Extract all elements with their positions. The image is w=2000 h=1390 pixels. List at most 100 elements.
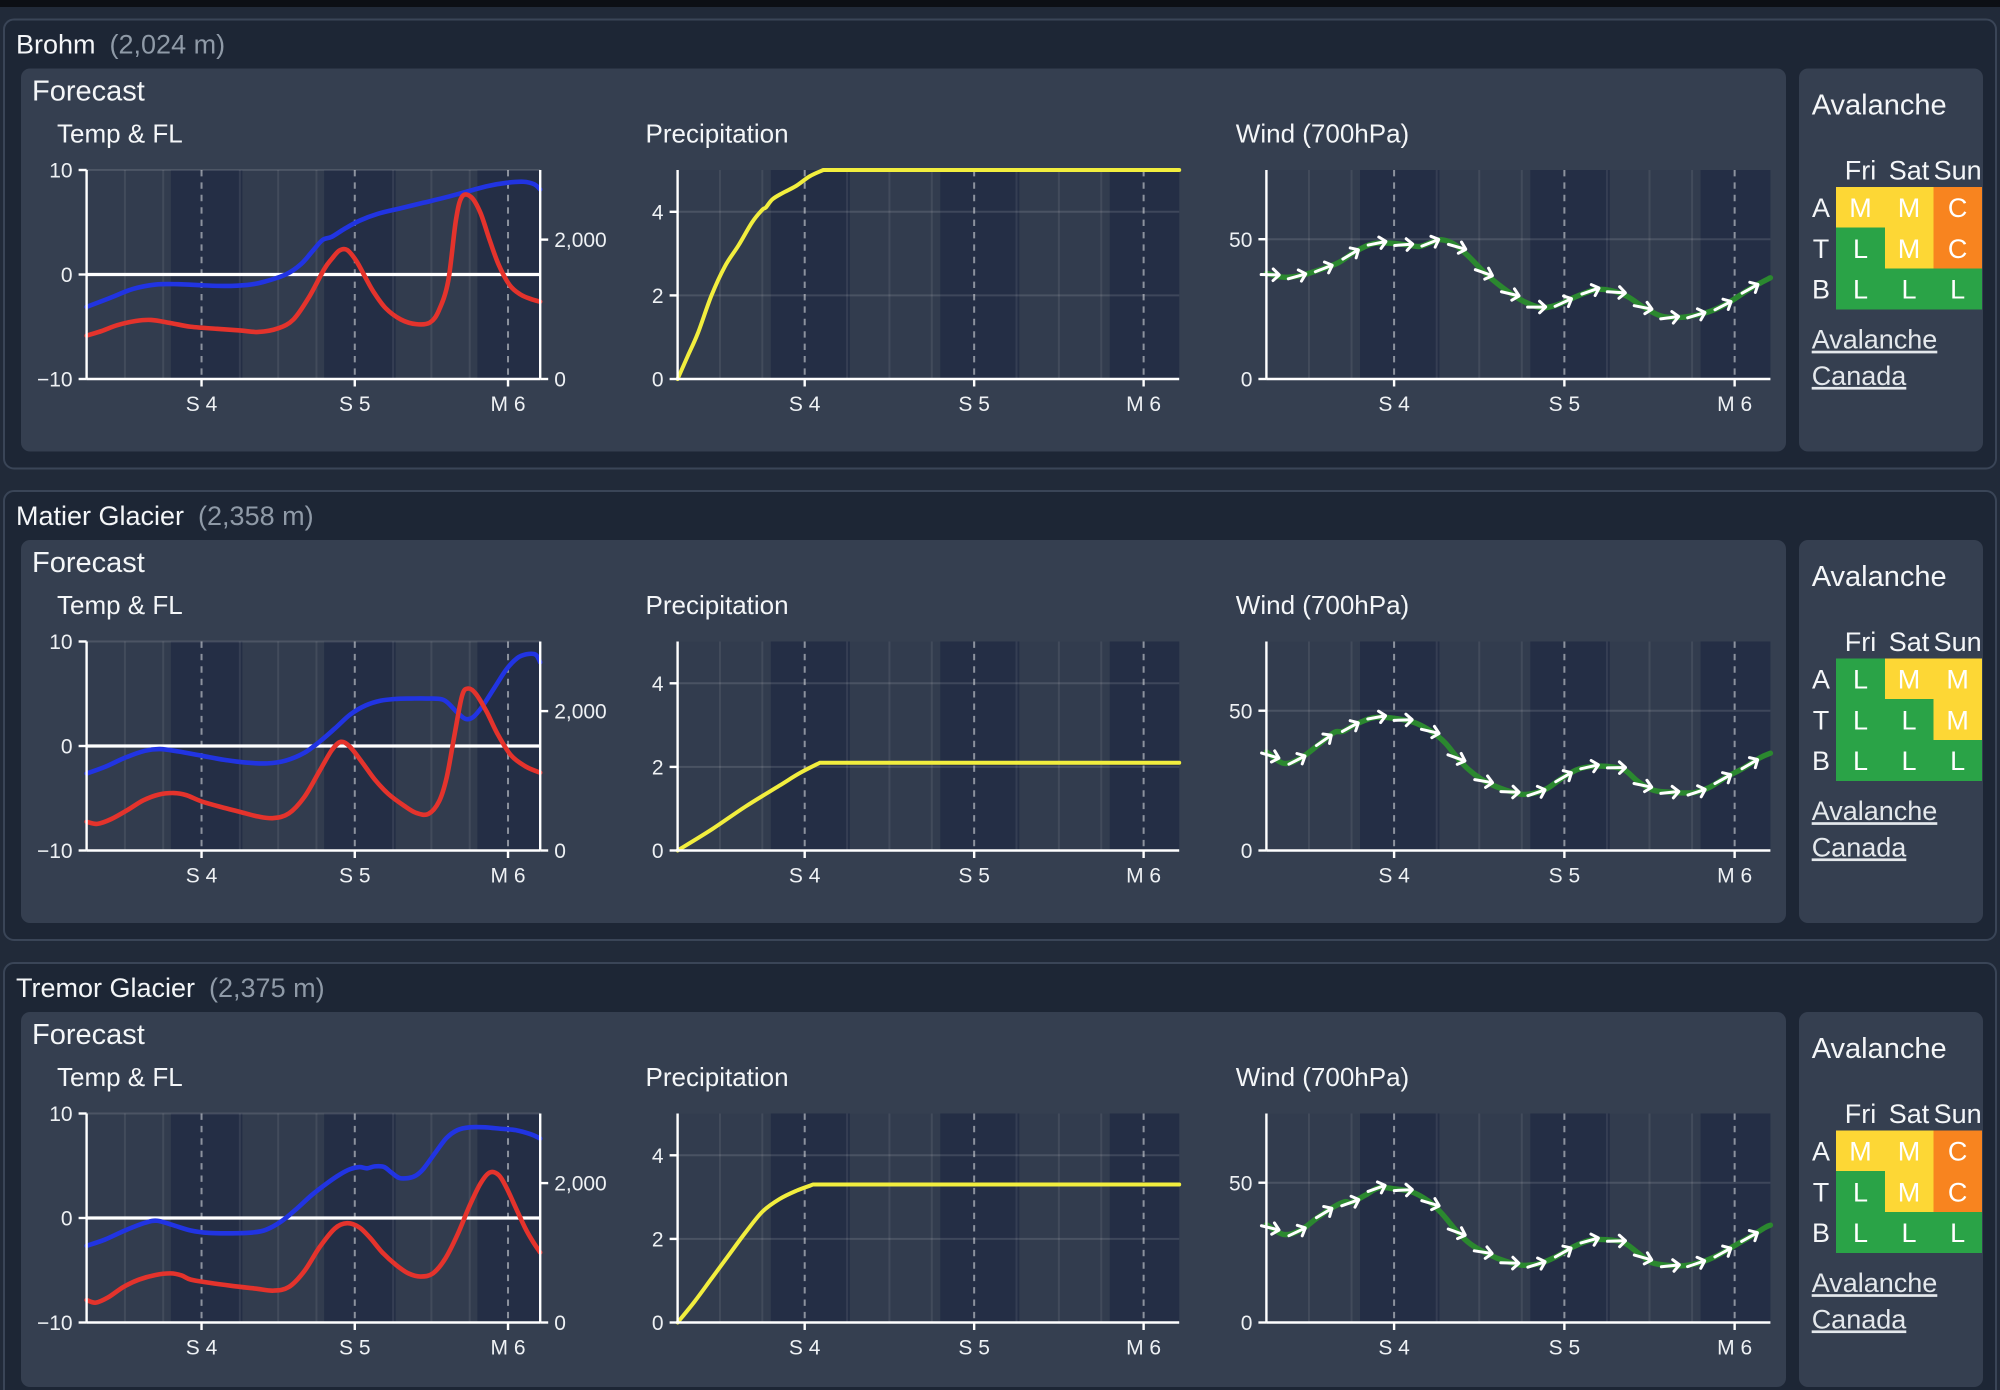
svg-text:0: 0 bbox=[652, 840, 664, 863]
svg-text:0: 0 bbox=[554, 1312, 566, 1335]
svg-text:Avalanche: Avalanche bbox=[1812, 325, 1938, 355]
svg-text:0: 0 bbox=[554, 369, 566, 392]
svg-text:B: B bbox=[1812, 746, 1830, 776]
svg-text:10: 10 bbox=[49, 1103, 72, 1126]
svg-text:50: 50 bbox=[1229, 700, 1252, 723]
svg-text:0: 0 bbox=[554, 840, 566, 863]
svg-text:Sun: Sun bbox=[1934, 155, 1982, 185]
svg-text:M 6: M 6 bbox=[1717, 1337, 1752, 1360]
svg-text:2,000: 2,000 bbox=[554, 1173, 607, 1196]
svg-text:2: 2 bbox=[652, 285, 664, 308]
svg-text:Canada: Canada bbox=[1812, 832, 1908, 862]
svg-text:S 4: S 4 bbox=[186, 393, 218, 416]
svg-text:M: M bbox=[1898, 193, 1921, 223]
svg-text:Fri: Fri bbox=[1845, 1099, 1876, 1129]
svg-text:S 5: S 5 bbox=[958, 865, 990, 888]
svg-text:S 4: S 4 bbox=[186, 1337, 218, 1360]
svg-text:0: 0 bbox=[61, 736, 73, 759]
svg-text:0: 0 bbox=[1241, 1312, 1253, 1335]
svg-text:M 6: M 6 bbox=[1717, 393, 1752, 416]
svg-text:M 6: M 6 bbox=[1717, 865, 1752, 888]
svg-text:4: 4 bbox=[652, 1145, 664, 1168]
svg-text:M 6: M 6 bbox=[1126, 865, 1161, 888]
svg-text:−10: −10 bbox=[37, 1312, 73, 1335]
svg-text:0: 0 bbox=[1241, 840, 1253, 863]
svg-text:Wind (700hPa): Wind (700hPa) bbox=[1236, 590, 1409, 620]
svg-text:Sat: Sat bbox=[1889, 155, 1930, 185]
svg-text:Matier Glacier(2,358 m): Matier Glacier (2,358 m) bbox=[16, 501, 314, 531]
svg-text:A: A bbox=[1812, 193, 1830, 223]
svg-text:L: L bbox=[1902, 1218, 1917, 1248]
svg-text:Avalanche: Avalanche bbox=[1812, 561, 1947, 593]
svg-text:50: 50 bbox=[1229, 1172, 1252, 1195]
svg-text:Wind (700hPa): Wind (700hPa) bbox=[1236, 1062, 1409, 1092]
svg-text:2,000: 2,000 bbox=[554, 229, 607, 252]
svg-text:Avalanche: Avalanche bbox=[1812, 1268, 1938, 1298]
svg-text:C: C bbox=[1948, 1177, 1968, 1207]
svg-text:Sat: Sat bbox=[1889, 627, 1930, 657]
svg-text:C: C bbox=[1948, 193, 1968, 223]
svg-text:S 4: S 4 bbox=[789, 865, 821, 888]
svg-text:Avalanche: Avalanche bbox=[1812, 796, 1938, 826]
svg-text:−10: −10 bbox=[37, 840, 73, 863]
svg-text:T: T bbox=[1813, 234, 1830, 264]
svg-text:Tremor Glacier(2,375 m): Tremor Glacier (2,375 m) bbox=[16, 973, 325, 1003]
svg-text:M 6: M 6 bbox=[491, 865, 526, 888]
svg-text:T: T bbox=[1813, 705, 1830, 735]
svg-text:M: M bbox=[1898, 1137, 1921, 1167]
svg-text:S 4: S 4 bbox=[789, 1337, 821, 1360]
svg-text:Sat: Sat bbox=[1889, 1099, 1930, 1129]
svg-text:S 4: S 4 bbox=[789, 393, 821, 416]
svg-text:S 5: S 5 bbox=[339, 865, 371, 888]
svg-text:L: L bbox=[1853, 275, 1868, 305]
svg-text:L: L bbox=[1853, 234, 1868, 264]
svg-text:S 5: S 5 bbox=[339, 393, 371, 416]
svg-text:L: L bbox=[1902, 705, 1917, 735]
svg-text:Canada: Canada bbox=[1812, 361, 1908, 391]
svg-text:10: 10 bbox=[49, 160, 72, 183]
svg-text:M: M bbox=[1898, 234, 1921, 264]
svg-text:L: L bbox=[1853, 746, 1868, 776]
svg-text:Forecast: Forecast bbox=[32, 547, 145, 579]
svg-text:L: L bbox=[1853, 1218, 1868, 1248]
svg-text:Fri: Fri bbox=[1845, 155, 1876, 185]
svg-text:L: L bbox=[1853, 665, 1868, 695]
svg-text:S 4: S 4 bbox=[1378, 865, 1410, 888]
svg-text:0: 0 bbox=[652, 369, 664, 392]
svg-text:M 6: M 6 bbox=[1126, 393, 1161, 416]
svg-text:Temp & FL: Temp & FL bbox=[57, 590, 183, 620]
svg-text:C: C bbox=[1948, 1137, 1968, 1167]
svg-text:T: T bbox=[1813, 1177, 1830, 1207]
svg-text:2: 2 bbox=[652, 757, 664, 780]
svg-text:S 5: S 5 bbox=[1549, 393, 1581, 416]
svg-text:M 6: M 6 bbox=[1126, 1337, 1161, 1360]
svg-text:10: 10 bbox=[49, 631, 72, 654]
svg-text:L: L bbox=[1950, 1218, 1965, 1248]
svg-text:S 4: S 4 bbox=[1378, 1337, 1410, 1360]
svg-text:M: M bbox=[1898, 665, 1921, 695]
svg-text:Precipitation: Precipitation bbox=[646, 1062, 789, 1092]
svg-text:L: L bbox=[1853, 705, 1868, 735]
svg-text:L: L bbox=[1950, 275, 1965, 305]
svg-text:S 5: S 5 bbox=[1549, 1337, 1581, 1360]
svg-text:Precipitation: Precipitation bbox=[646, 590, 789, 620]
svg-text:S 5: S 5 bbox=[958, 1337, 990, 1360]
svg-text:2: 2 bbox=[652, 1229, 664, 1252]
svg-text:L: L bbox=[1902, 746, 1917, 776]
svg-text:0: 0 bbox=[652, 1312, 664, 1335]
svg-text:L: L bbox=[1902, 275, 1917, 305]
svg-text:C: C bbox=[1948, 234, 1968, 264]
svg-text:2,000: 2,000 bbox=[554, 701, 607, 724]
svg-text:4: 4 bbox=[652, 673, 664, 696]
svg-text:Temp & FL: Temp & FL bbox=[57, 1062, 183, 1092]
svg-text:0: 0 bbox=[1241, 369, 1253, 392]
svg-text:Avalanche: Avalanche bbox=[1812, 89, 1947, 121]
svg-text:Sun: Sun bbox=[1934, 1099, 1982, 1129]
svg-text:M: M bbox=[1898, 1177, 1921, 1207]
svg-text:Forecast: Forecast bbox=[32, 76, 145, 108]
svg-text:50: 50 bbox=[1229, 229, 1252, 252]
svg-text:M 6: M 6 bbox=[491, 393, 526, 416]
svg-text:M: M bbox=[1849, 193, 1872, 223]
svg-text:M 6: M 6 bbox=[491, 1337, 526, 1360]
svg-text:M: M bbox=[1946, 665, 1969, 695]
